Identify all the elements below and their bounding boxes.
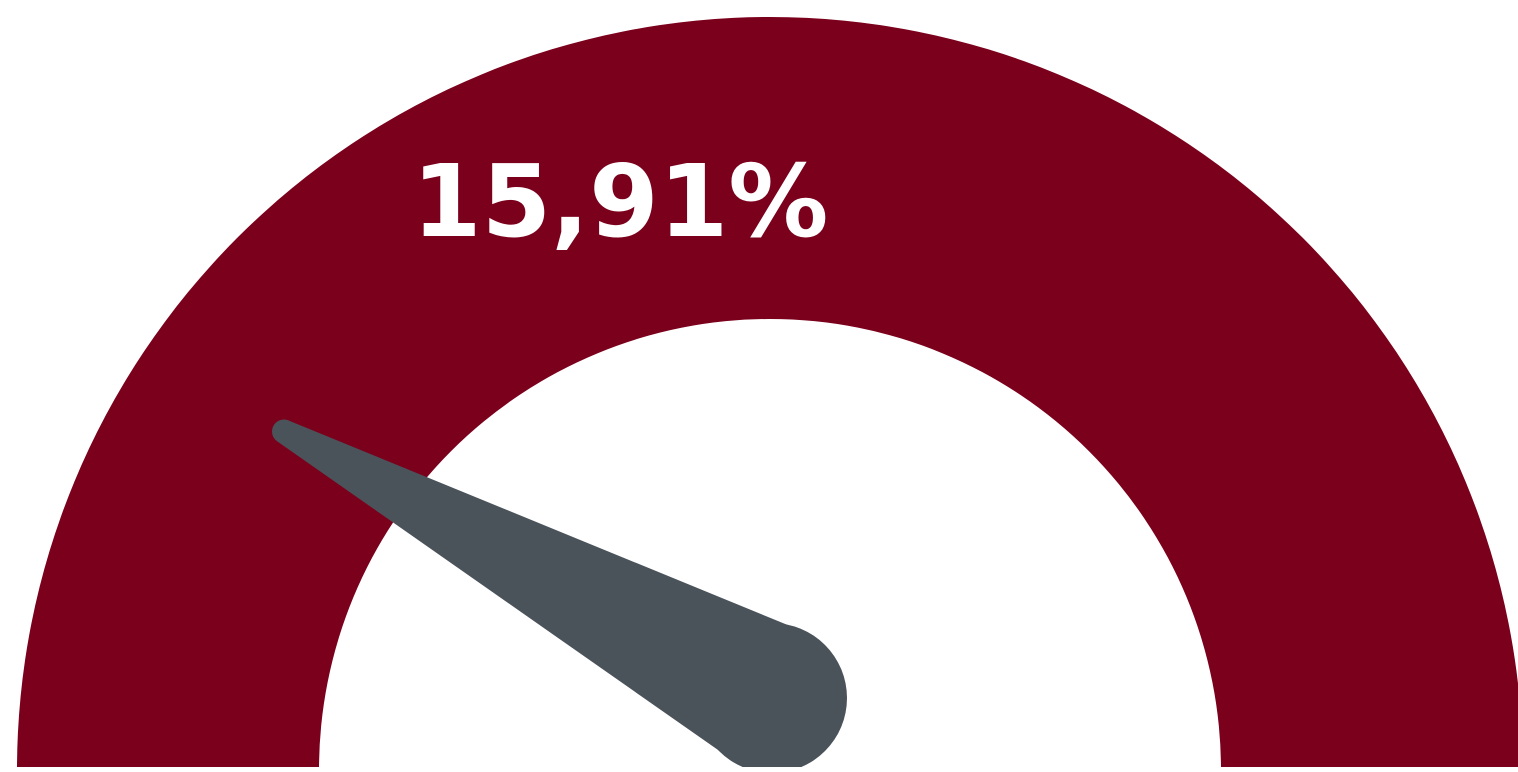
gauge-band — [17, 17, 1518, 770]
gauge-needle — [272, 419, 847, 772]
gauge-value-label: 15,91% — [412, 143, 829, 260]
needle-tip — [272, 419, 296, 444]
needle-hub — [697, 623, 847, 772]
needle-shape — [278, 421, 808, 763]
